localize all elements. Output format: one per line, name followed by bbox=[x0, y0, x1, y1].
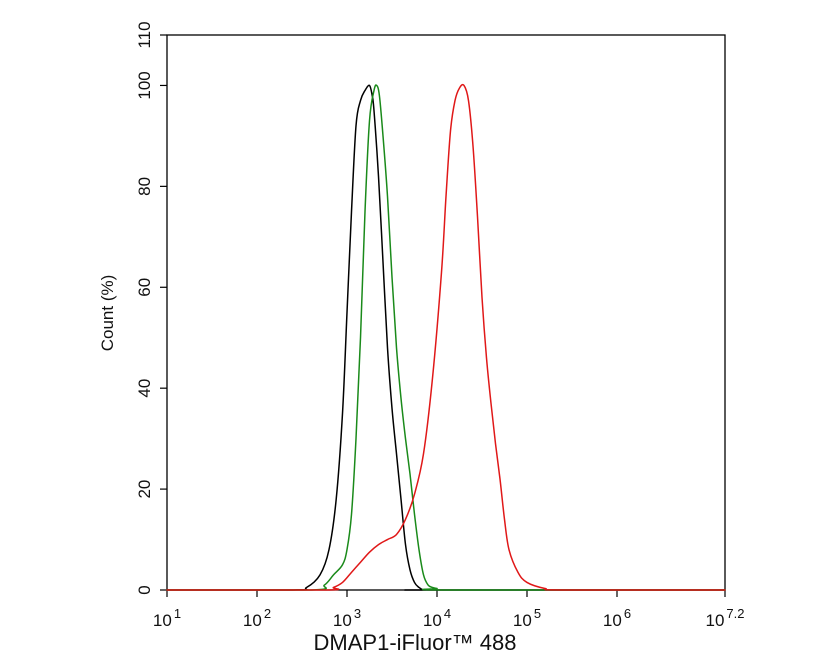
series-line-1 bbox=[166, 84, 726, 591]
x-axis-ticks: 10 1 10 2 10 3 10 4 10 5 10 6 10 7.2 bbox=[153, 590, 745, 630]
x-tick-exponent: 7.2 bbox=[726, 606, 744, 621]
x-tick-label: 10 3 bbox=[333, 606, 361, 630]
x-tick-base: 10 bbox=[603, 611, 622, 630]
y-tick-label: 0 bbox=[135, 585, 154, 594]
x-tick-base: 10 bbox=[513, 611, 532, 630]
x-tick-label: 10 6 bbox=[603, 606, 631, 630]
x-axis-title: DMAP1-iFluor™ 488 bbox=[314, 630, 517, 655]
series-line-3 bbox=[166, 83, 726, 591]
x-tick-exponent: 4 bbox=[444, 606, 451, 621]
y-tick-label: 40 bbox=[135, 379, 154, 398]
x-tick-label: 10 1 bbox=[153, 606, 181, 630]
x-tick-exponent: 6 bbox=[624, 606, 631, 621]
x-tick-base: 10 bbox=[333, 611, 352, 630]
x-tick-base: 10 bbox=[423, 611, 442, 630]
series-line-2 bbox=[166, 84, 726, 591]
y-tick-label: 80 bbox=[135, 177, 154, 196]
series-layer bbox=[166, 83, 726, 591]
x-tick-exponent: 2 bbox=[264, 606, 271, 621]
x-tick-label: 10 4 bbox=[423, 606, 451, 630]
y-tick-label: 100 bbox=[135, 71, 154, 99]
y-tick-label: 60 bbox=[135, 278, 154, 297]
x-tick-base: 10 bbox=[153, 611, 172, 630]
y-tick-label: 110 bbox=[135, 21, 154, 48]
x-tick-exponent: 5 bbox=[534, 606, 541, 621]
y-axis-title: Count (%) bbox=[98, 275, 117, 352]
y-tick-label: 20 bbox=[135, 480, 154, 499]
x-tick-exponent: 3 bbox=[354, 606, 361, 621]
plot-frame bbox=[166, 34, 726, 591]
x-tick-base: 10 bbox=[243, 611, 262, 630]
y-axis-ticks: 0 20 40 60 80 100 110 bbox=[135, 21, 167, 595]
x-tick-exponent: 1 bbox=[174, 606, 181, 621]
x-tick-base: 10 bbox=[706, 611, 725, 630]
x-tick-label: 10 5 bbox=[513, 606, 541, 630]
x-tick-label: 10 2 bbox=[243, 606, 271, 630]
x-tick-label: 10 7.2 bbox=[706, 606, 745, 630]
